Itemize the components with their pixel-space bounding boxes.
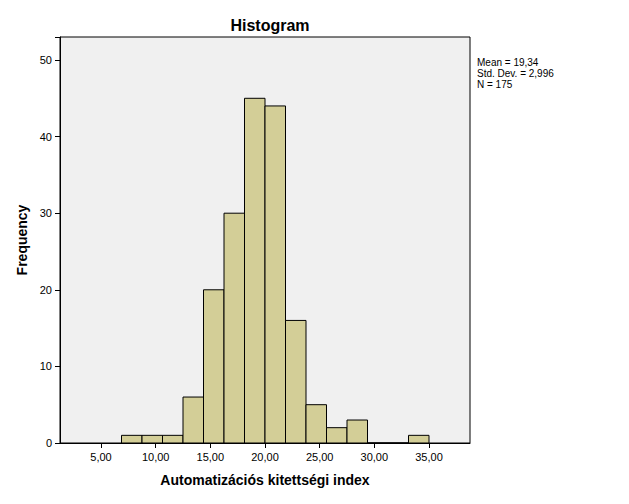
svg-text:10,00: 10,00 [142,451,170,463]
svg-text:20,00: 20,00 [251,451,279,463]
svg-text:15,00: 15,00 [197,451,225,463]
svg-text:Automatizációs kitettségi inde: Automatizációs kitettségi index [160,472,369,488]
svg-text:30,00: 30,00 [361,451,389,463]
svg-text:50: 50 [40,54,52,66]
svg-text:Std. Dev. = 2,996: Std. Dev. = 2,996 [477,68,554,79]
svg-text:25,00: 25,00 [306,451,334,463]
svg-text:30: 30 [40,207,52,219]
svg-text:35,00: 35,00 [415,451,443,463]
svg-text:Frequency: Frequency [14,204,30,275]
svg-text:N = 175: N = 175 [477,79,513,90]
svg-text:Mean = 19,34: Mean = 19,34 [477,57,539,68]
svg-text:20: 20 [40,284,52,296]
svg-text:5,00: 5,00 [90,451,111,463]
svg-text:Histogram: Histogram [230,17,309,34]
svg-text:0: 0 [46,437,52,449]
svg-text:40: 40 [40,131,52,143]
svg-text:10: 10 [40,360,52,372]
